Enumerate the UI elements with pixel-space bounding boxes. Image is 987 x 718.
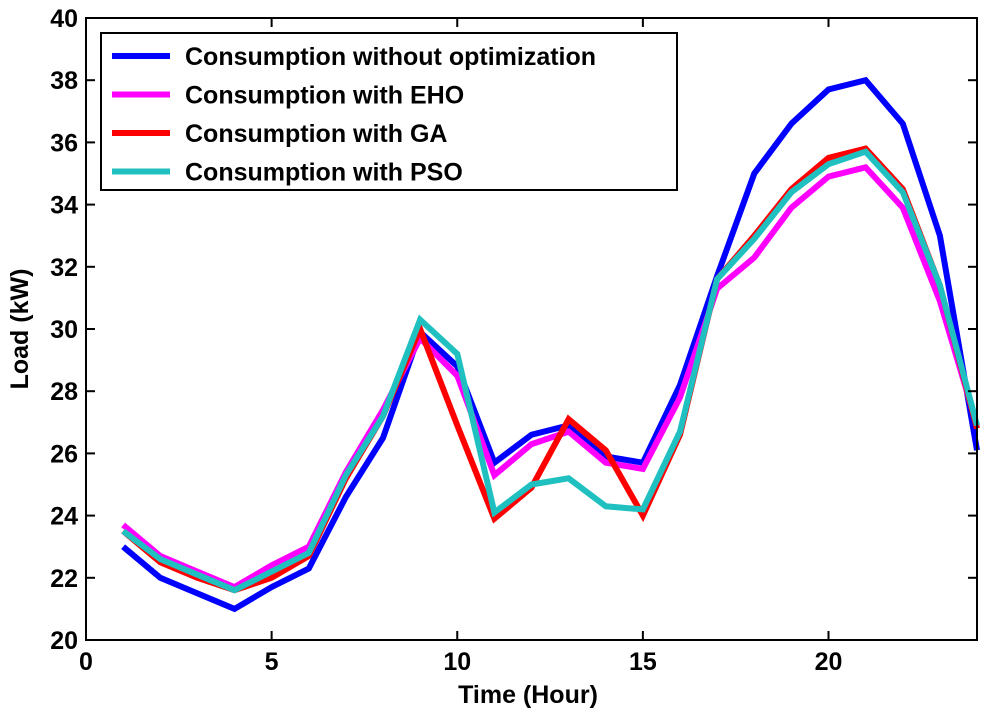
x-axis-label: Time (Hour) [458, 681, 598, 709]
x-tick-label: 15 [629, 648, 657, 676]
legend-label: Consumption with GA [185, 120, 447, 148]
legend-items: Consumption without optimization Consumpt… [112, 43, 596, 187]
y-axis-ticks: 20 22 24 26 28 30 32 34 36 38 40 [50, 5, 977, 655]
y-tick-label: 36 [50, 129, 78, 157]
x-tick-label: 0 [79, 648, 93, 676]
legend-label: Consumption without optimization [185, 43, 596, 71]
series-line-consumption-with-eho [121, 163, 980, 591]
y-tick-label: 38 [50, 67, 78, 95]
legend-label: Consumption with PSO [185, 159, 463, 187]
series-lines [121, 76, 980, 613]
series-line-consumption-with-pso [121, 148, 980, 594]
legend: Consumption without optimization Consumpt… [100, 32, 678, 191]
y-tick-label: 20 [50, 627, 78, 655]
y-tick-label: 26 [50, 440, 78, 468]
y-tick-label: 34 [50, 192, 78, 220]
y-tick-label: 24 [50, 503, 78, 531]
x-tick-label: 10 [443, 648, 471, 676]
series-line-consumption-without-optimization [121, 76, 980, 613]
legend-label: Consumption with EHO [185, 82, 464, 110]
y-axis-label: Load (kW) [6, 269, 34, 390]
y-tick-label: 40 [50, 5, 78, 33]
y-tick-label: 22 [50, 565, 78, 593]
legend-box [100, 32, 678, 191]
y-tick-label: 28 [50, 378, 78, 406]
x-tick-label: 20 [815, 648, 843, 676]
x-tick-label: 5 [265, 648, 279, 676]
x-axis-ticks: 0 5 10 15 20 [79, 18, 842, 676]
series-line-consumption-with-ga [121, 145, 980, 594]
y-tick-label: 30 [50, 316, 78, 344]
y-tick-label: 32 [50, 254, 78, 282]
